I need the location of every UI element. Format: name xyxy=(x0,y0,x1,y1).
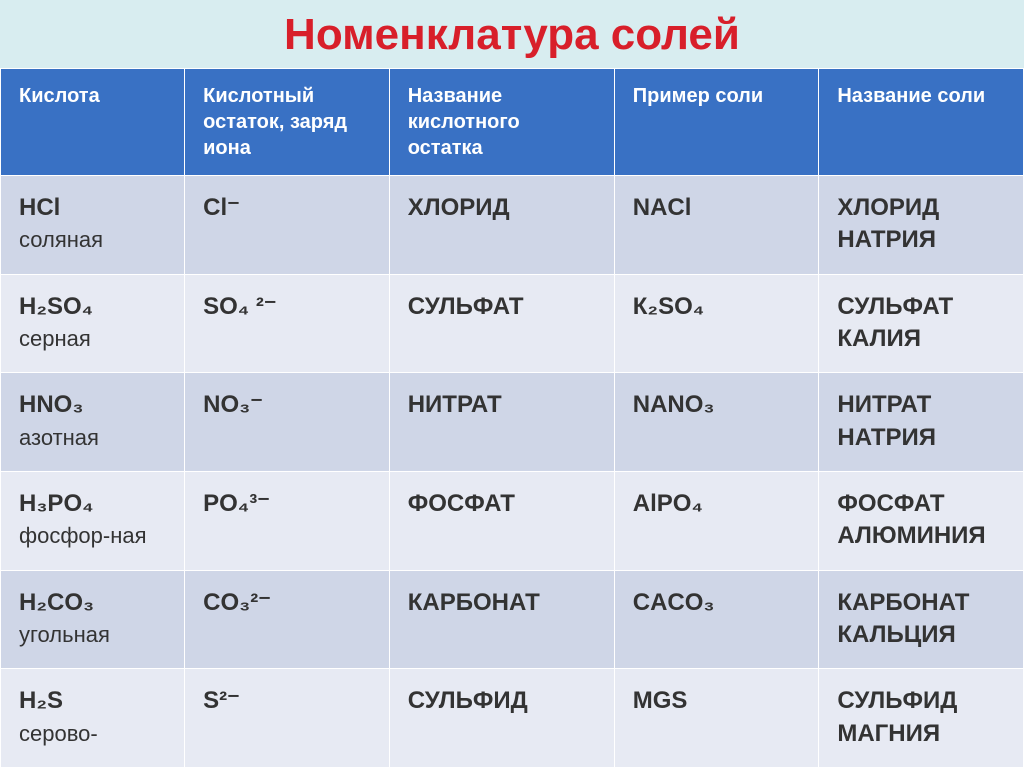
col-residue: Кислотный остаток, заряд иона xyxy=(185,69,390,176)
acid-cell: H₂S серово- xyxy=(1,669,185,768)
table-row: H₂CO₃ угольная CO₃²⁻ КАРБОНАТ CACO₃ КАРБ… xyxy=(1,570,1024,669)
acid-formula: HCl xyxy=(19,194,60,221)
residue-cell: S²⁻ xyxy=(185,669,390,768)
residue-cell: CO₃²⁻ xyxy=(185,570,390,669)
residue-name-cell: СУЛЬФАТ xyxy=(389,274,614,373)
table-row: HNO₃ азотная NO₃⁻ НИТРАТ NANO₃ НИТРАТ НА… xyxy=(1,373,1024,472)
table-body: HCl соляная Cl⁻ ХЛОРИД NACl ХЛОРИД НАТРИ… xyxy=(1,176,1024,768)
residue-name-cell: ФОСФАТ xyxy=(389,471,614,570)
acid-formula: H₂S xyxy=(19,687,63,714)
salt-name-cell: ХЛОРИД НАТРИЯ xyxy=(819,176,1024,275)
residue-cell: PO₄³⁻ xyxy=(185,471,390,570)
salt-example-cell: MGS xyxy=(614,669,819,768)
acid-cell: H₂CO₃ угольная xyxy=(1,570,185,669)
col-residue-name: Название кислотного остатка xyxy=(389,69,614,176)
acid-cell: HCl соляная xyxy=(1,176,185,275)
salt-example-cell: К₂SO₄ xyxy=(614,274,819,373)
salt-name-cell: СУЛЬФАТ КАЛИЯ xyxy=(819,274,1024,373)
salt-example-cell: NANO₃ xyxy=(614,373,819,472)
residue-cell: SO₄ ²⁻ xyxy=(185,274,390,373)
acid-cell: H₃PO₄ фосфор-ная xyxy=(1,471,185,570)
table-row: HCl соляная Cl⁻ ХЛОРИД NACl ХЛОРИД НАТРИ… xyxy=(1,176,1024,275)
acid-cell: H₂SO₄ серная xyxy=(1,274,185,373)
salt-name-cell: ФОСФАТ АЛЮМИНИЯ xyxy=(819,471,1024,570)
salt-example-cell: NACl xyxy=(614,176,819,275)
acid-formula: H₂CO₃ xyxy=(19,589,94,616)
residue-name-cell: КАРБОНАТ xyxy=(389,570,614,669)
salt-name-cell: КАРБОНАТ КАЛЬЦИЯ xyxy=(819,570,1024,669)
acid-formula: HNO₃ xyxy=(19,391,83,418)
salt-example-cell: CACO₃ xyxy=(614,570,819,669)
salt-name-cell: НИТРАТ НАТРИЯ xyxy=(819,373,1024,472)
residue-cell: Cl⁻ xyxy=(185,176,390,275)
salt-name-cell: СУЛЬФИД МАГНИЯ xyxy=(819,669,1024,768)
col-salt-name: Название соли xyxy=(819,69,1024,176)
acid-name: угольная xyxy=(19,622,110,647)
salts-table: Кислота Кислотный остаток, заряд иона На… xyxy=(0,68,1024,768)
col-acid: Кислота xyxy=(1,69,185,176)
table-row: H₂S серово- S²⁻ СУЛЬФИД MGS СУЛЬФИД МАГН… xyxy=(1,669,1024,768)
residue-name-cell: НИТРАТ xyxy=(389,373,614,472)
page-container: Номенклатура солей Кислота Кислотный ост… xyxy=(0,0,1024,768)
residue-name-cell: ХЛОРИД xyxy=(389,176,614,275)
acid-name: азотная xyxy=(19,425,99,450)
header-row: Кислота Кислотный остаток, заряд иона На… xyxy=(1,69,1024,176)
acid-name: серово- xyxy=(19,721,98,746)
acid-name: соляная xyxy=(19,227,103,252)
table-row: H₃PO₄ фосфор-ная PO₄³⁻ ФОСФАТ AlPO₄ ФОСФ… xyxy=(1,471,1024,570)
residue-name-cell: СУЛЬФИД xyxy=(389,669,614,768)
salt-example-cell: AlPO₄ xyxy=(614,471,819,570)
col-salt-example: Пример соли xyxy=(614,69,819,176)
table-row: H₂SO₄ серная SO₄ ²⁻ СУЛЬФАТ К₂SO₄ СУЛЬФА… xyxy=(1,274,1024,373)
acid-formula: H₂SO₄ xyxy=(19,293,93,320)
acid-cell: HNO₃ азотная xyxy=(1,373,185,472)
acid-name: серная xyxy=(19,326,91,351)
page-title: Номенклатура солей xyxy=(0,0,1024,68)
acid-formula: H₃PO₄ xyxy=(19,490,94,517)
acid-name: фосфор-ная xyxy=(19,523,147,548)
residue-cell: NO₃⁻ xyxy=(185,373,390,472)
